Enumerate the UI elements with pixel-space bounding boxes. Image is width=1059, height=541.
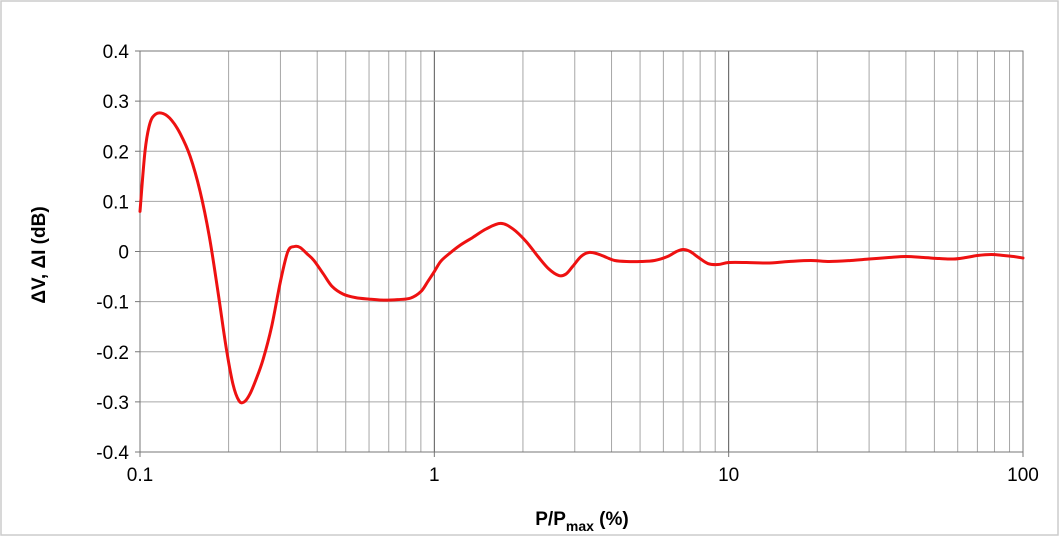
y-axis-title: ΔV, ΔI (dB) <box>29 206 50 303</box>
y-axis-tick-labels: 0.4 0.3 0.2 0.1 0 -0.1 -0.2 -0.3 -0.4 <box>96 42 140 464</box>
y-tick-label: 0.1 <box>103 192 129 213</box>
x-tick-label: 1 <box>429 465 440 486</box>
y-tick-label: -0.1 <box>96 293 129 314</box>
x-axis-title-subscript: max <box>566 518 594 534</box>
y-tick-label: 0.4 <box>103 42 130 63</box>
x-tick-label: 0.1 <box>127 465 153 486</box>
y-tick-label: 0 <box>118 243 129 264</box>
y-tick-label: -0.2 <box>96 343 129 364</box>
x-axis-title-suffix: (%) <box>594 509 629 530</box>
series-line <box>138 111 1025 405</box>
y-tick-label: -0.3 <box>96 393 129 414</box>
x-axis-title: P/Pmax (%) <box>535 509 628 534</box>
y-tick-label: 0.3 <box>103 92 129 113</box>
y-tick-label: 0.2 <box>103 142 129 163</box>
x-tick-label: 10 <box>718 465 739 486</box>
x-axis-title-main: P/P <box>535 509 566 530</box>
x-tick-label: 100 <box>1007 465 1039 486</box>
y-tick-label: -0.4 <box>96 443 129 464</box>
x-axis-tick-labels: 0.1 1 10 100 <box>127 452 1039 486</box>
